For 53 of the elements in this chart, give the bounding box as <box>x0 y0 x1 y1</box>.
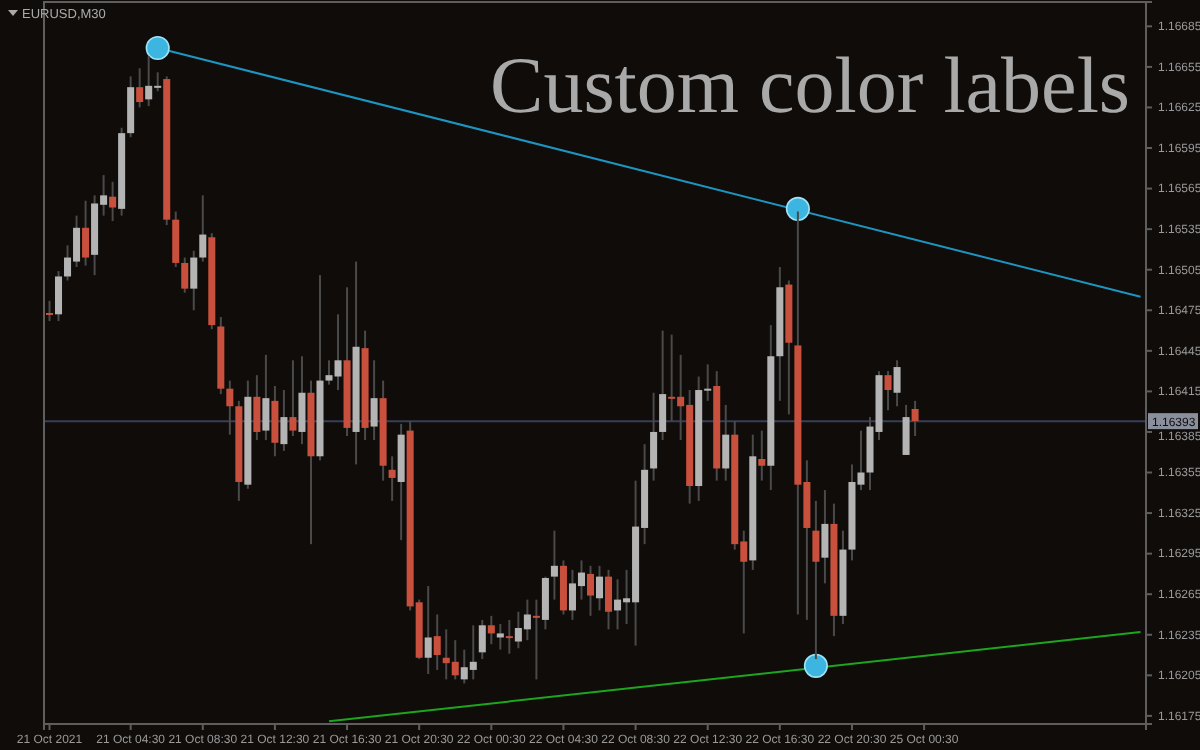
candlestick <box>559 559 567 616</box>
candlestick <box>586 564 595 617</box>
candlestick <box>226 379 234 436</box>
point <box>785 196 810 221</box>
candlestick <box>532 598 540 681</box>
candlestick <box>668 333 676 423</box>
candlestick <box>812 499 820 661</box>
text: Custom color labels <box>490 40 1130 130</box>
candlestick <box>199 194 207 263</box>
candlestick <box>614 578 622 631</box>
candlestick <box>45 299 54 323</box>
candlestick <box>650 391 658 482</box>
candlestick <box>298 355 306 446</box>
candlestick <box>893 359 901 408</box>
candlestick <box>145 55 153 108</box>
candlestick <box>758 429 766 482</box>
candlestick <box>262 353 270 442</box>
candlestick <box>659 329 667 442</box>
candlestick <box>433 613 441 671</box>
candlestick <box>424 585 432 675</box>
candlestick <box>127 75 135 139</box>
candlestick <box>505 618 513 655</box>
candlestick <box>523 598 531 642</box>
candlestick <box>181 256 189 294</box>
candlestick <box>605 568 613 631</box>
candlestick <box>821 489 829 585</box>
candlestick <box>487 614 495 646</box>
point <box>145 35 170 61</box>
candlestick <box>478 618 486 661</box>
point <box>803 653 828 678</box>
candlestick <box>172 210 180 268</box>
candlestick <box>388 455 396 502</box>
candlestick <box>190 249 198 312</box>
candlestick <box>451 639 459 681</box>
candlestick <box>289 359 297 438</box>
candlestick <box>550 529 558 601</box>
candlestick <box>55 270 63 323</box>
candlestick <box>271 384 279 458</box>
candlestick <box>902 403 910 456</box>
candlestick <box>595 564 604 612</box>
candlestick <box>82 199 90 267</box>
candlestick <box>397 422 405 542</box>
candlestick <box>496 622 504 651</box>
candlestick <box>911 399 919 438</box>
candlestick <box>136 67 144 109</box>
candlestick <box>884 370 892 412</box>
candlestick <box>253 374 261 442</box>
candlestick <box>469 624 477 681</box>
candlestick <box>541 575 549 631</box>
candlestick <box>370 359 378 442</box>
candlestick <box>109 180 117 223</box>
candlestick <box>722 403 730 482</box>
candlestick <box>280 389 288 452</box>
